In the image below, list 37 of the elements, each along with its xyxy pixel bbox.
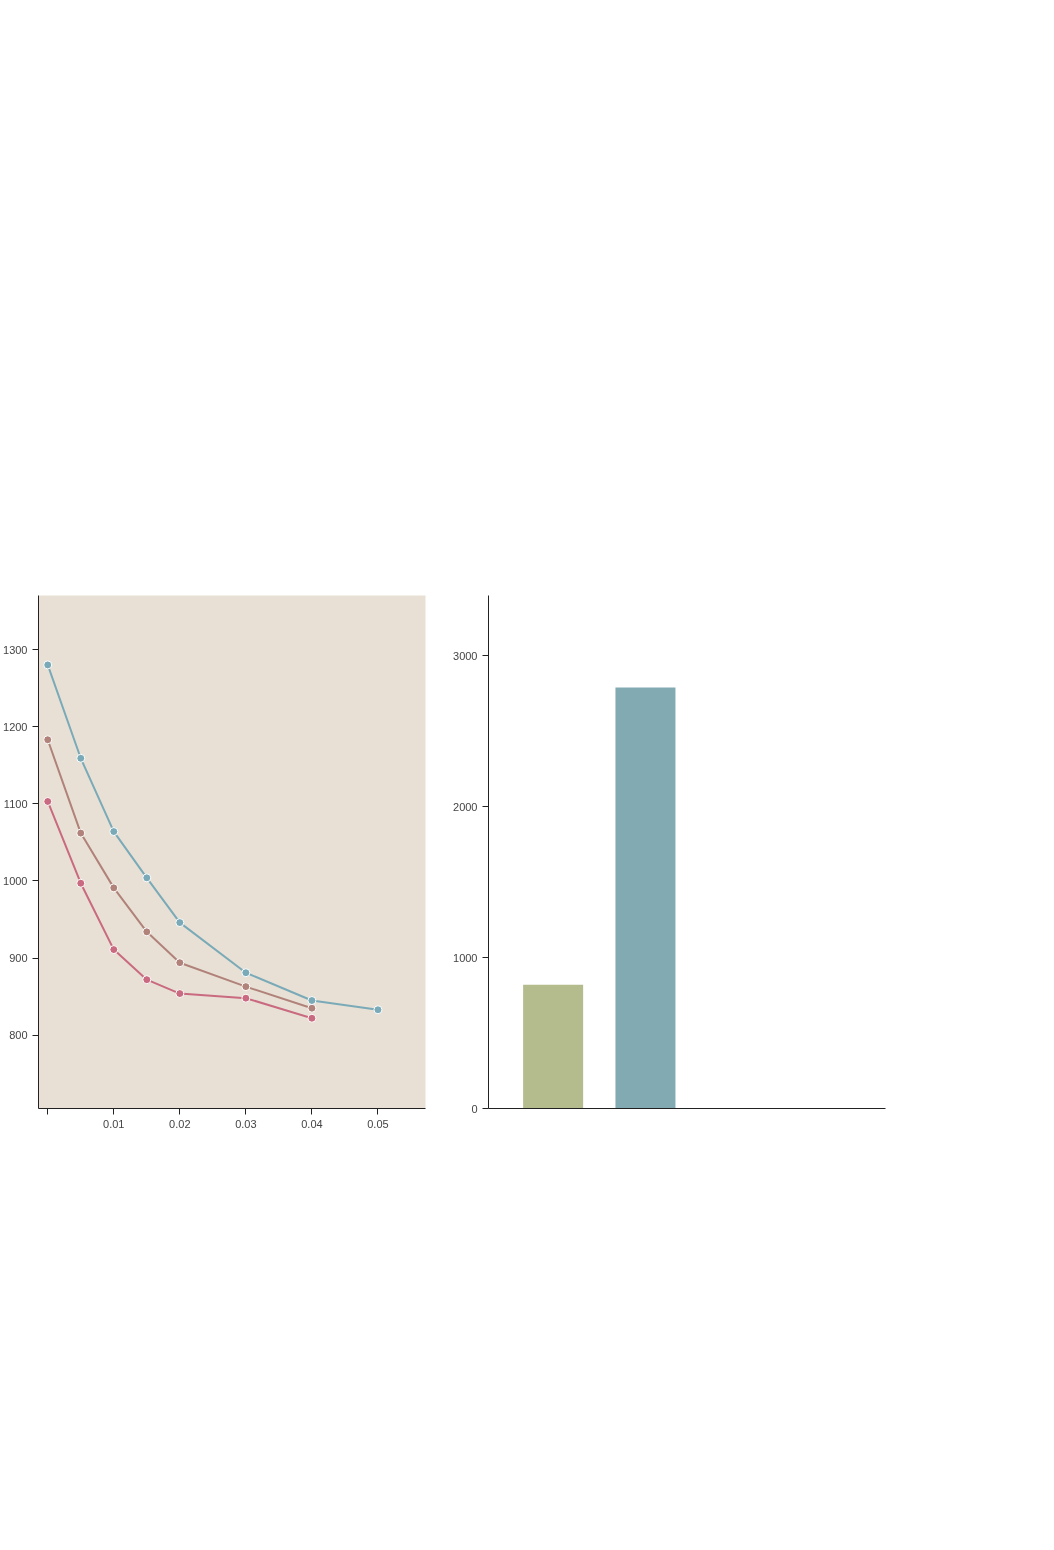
point: [142, 873, 152, 883]
point: [175, 958, 185, 968]
y-tick-label: 1000: [3, 874, 28, 887]
y-tick-label: 1300: [3, 643, 28, 656]
point: [76, 753, 86, 763]
point: [241, 993, 251, 1003]
point: [43, 735, 53, 745]
x-tick-label: 0.01: [103, 1117, 125, 1130]
y-tick-label: 900: [9, 952, 28, 965]
point: [142, 975, 152, 985]
point: [175, 989, 185, 999]
y-tick-label: 1200: [3, 720, 28, 733]
point: [175, 918, 185, 928]
point: [43, 660, 53, 670]
point: [307, 1003, 317, 1013]
y-tick-label: 2000: [453, 800, 478, 813]
point: [373, 1005, 383, 1015]
point: [307, 1013, 317, 1023]
x-tick-label: 0.02: [169, 1117, 191, 1130]
y-tick-label: 1000: [453, 951, 478, 964]
x-tick-label: 0.03: [235, 1117, 257, 1130]
y-tick-label: 0: [471, 1102, 478, 1115]
point: [241, 982, 251, 992]
point: [142, 927, 152, 937]
point: [241, 968, 251, 978]
y-tick-label: 1100: [3, 797, 28, 810]
point: [76, 828, 86, 838]
point: [43, 796, 53, 806]
point: [307, 996, 317, 1005]
y-tick-label: 800: [9, 1029, 28, 1042]
point: [109, 827, 119, 837]
point: [109, 883, 119, 893]
point: [109, 945, 119, 955]
y-tick-label: 3000: [453, 649, 478, 662]
point: [76, 878, 86, 888]
x-tick-label: 0.05: [367, 1117, 389, 1130]
x-tick-label: 0.04: [301, 1117, 323, 1130]
